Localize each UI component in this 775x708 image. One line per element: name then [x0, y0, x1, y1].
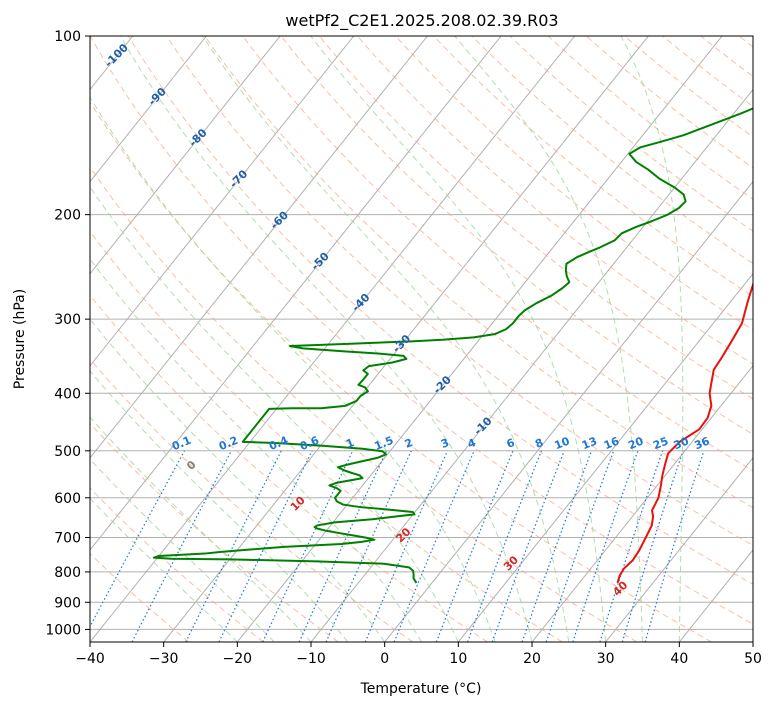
dry-adiabat	[280, 36, 753, 436]
mixing-ratio-label: 13	[580, 435, 599, 453]
dry-adiabat	[395, 36, 753, 331]
mixing-ratio-line	[521, 450, 593, 642]
isotherm-gridline	[236, 36, 723, 642]
isotherm-gridline	[90, 36, 502, 551]
mixing-ratio-label: 1	[344, 436, 356, 451]
isotherm-gridline	[163, 36, 649, 642]
mixing-ratio-line	[644, 450, 705, 642]
y-tick-label: 600	[54, 491, 81, 507]
dry-adiabat	[90, 36, 753, 625]
dry-adiabat	[509, 36, 753, 232]
dry-adiabat	[90, 294, 488, 642]
y-axis-label: Pressure (hPa)	[12, 289, 28, 389]
x-tick-label: −30	[149, 651, 179, 667]
dry-adiabat	[318, 36, 753, 400]
mixing-ratio-label: 36	[692, 434, 711, 452]
moist-adiabat	[454, 36, 643, 642]
y-tick-label: 700	[54, 531, 81, 547]
x-tick-label: −20	[223, 651, 253, 667]
chart-title: wetPf2_C2E1.2025.208.02.39.R03	[285, 11, 558, 31]
moist-adiabat	[119, 36, 533, 642]
y-tick-label: 400	[54, 386, 81, 402]
mixing-ratio-label: 3	[439, 436, 451, 451]
data-lines	[152, 107, 753, 584]
y-tick-label: 900	[54, 595, 81, 611]
moist-adiabat	[90, 186, 459, 642]
x-tick-label: 50	[744, 651, 762, 667]
dry-adiabat	[433, 36, 753, 298]
x-axis-label: Temperature (°C)	[360, 681, 482, 697]
mixing-ratio-label: 30	[672, 434, 691, 452]
mixing-ratio-line	[90, 450, 186, 628]
mixing-ratio-line	[621, 450, 684, 642]
x-tick-label: −10	[296, 651, 326, 667]
mixing-ratio-label: 20	[626, 434, 645, 452]
isotherm-gridline	[90, 36, 355, 367]
moist-adiabat	[90, 318, 386, 642]
isotherm-gridline	[605, 457, 753, 642]
y-tick-label: 200	[54, 208, 81, 224]
y-tick-label: 500	[54, 444, 81, 460]
dry-adiabat	[204, 36, 753, 509]
isotherm-gridline	[90, 36, 207, 183]
moist-adiabat	[620, 36, 684, 642]
y-tick-label: 1000	[45, 622, 81, 638]
mixing-ratio-line	[364, 450, 449, 642]
moist-adiabat	[310, 36, 607, 642]
mixing-ratio-line	[572, 450, 639, 642]
dry-adiabat	[242, 36, 753, 472]
y-tick-label: 300	[54, 312, 81, 328]
moist-adiabat	[90, 497, 238, 642]
x-tick-label: 10	[449, 651, 467, 667]
isotherm-gridline	[90, 36, 281, 275]
mixing-ratio-line	[545, 450, 615, 642]
temperature-line	[616, 281, 753, 584]
dry-adiabat	[90, 100, 712, 642]
mixing-ratio-line	[599, 450, 664, 642]
x-tick-label: 30	[597, 651, 615, 667]
y-axis: 100 200 300 400 500 600 700 800 900 1000	[45, 29, 90, 638]
mixing-ratio-line	[185, 450, 282, 642]
moist-adiabat	[90, 370, 349, 642]
mixing-ratio-line	[218, 450, 313, 642]
mixing-ratio-label: 10	[552, 434, 571, 452]
isotherm-gridline	[531, 364, 753, 642]
x-tick-label: 0	[380, 651, 389, 667]
isotherm-gridline	[457, 272, 753, 642]
mixing-ratio-label: 8	[533, 436, 545, 451]
mixing-ratio-label: 16	[602, 434, 621, 452]
dewpoint-line	[152, 107, 753, 584]
mixing-ratio-label: 25	[651, 435, 670, 453]
mixing-ratio-label: 2	[403, 436, 415, 451]
mixing-ratio-line	[491, 450, 565, 642]
x-tick-label: 20	[523, 651, 541, 667]
dry-adiabat	[166, 36, 753, 547]
moist-adiabat	[90, 96, 496, 642]
background-lines	[90, 36, 753, 642]
mixing-ratio-line	[393, 450, 475, 642]
isotherm-gridline	[384, 180, 753, 642]
y-tick-label: 100	[54, 29, 81, 45]
dry-adiabat	[471, 36, 753, 265]
x-tick-label: −40	[75, 651, 105, 667]
isotherm-gridline	[90, 36, 428, 459]
dry-adiabat	[90, 230, 563, 642]
moist-adiabat	[202, 36, 570, 642]
y-tick-label: 800	[54, 565, 81, 581]
mixing-ratio-line	[435, 450, 514, 642]
plot-frame	[89, 35, 754, 643]
x-tick-label: 40	[670, 651, 688, 667]
x-axis: −40 −30 −20 −10 0 10 20 30 40 50	[75, 642, 762, 667]
moist-adiabat	[90, 416, 312, 642]
mixing-ratio-line	[466, 450, 543, 642]
